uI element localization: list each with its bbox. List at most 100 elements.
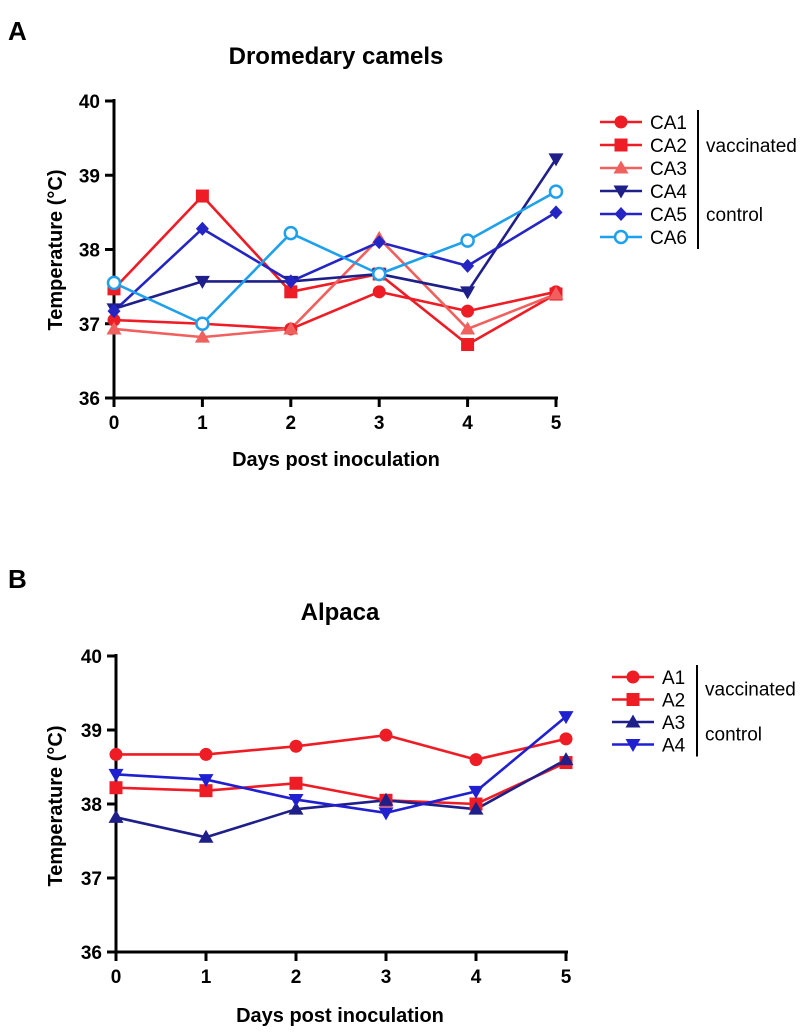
data-point-ca5 — [461, 258, 475, 273]
data-point-ca3 — [106, 321, 122, 335]
legend-label-a2: A2 — [662, 691, 685, 712]
data-point-ca5 — [284, 274, 298, 289]
data-point-ca4 — [548, 153, 564, 167]
panel-letter-a: A — [8, 16, 27, 46]
data-point-ca5 — [195, 221, 209, 236]
x-tick-label-a: 2 — [286, 413, 297, 434]
legend-marker-a4 — [625, 739, 641, 752]
chart-title-b: Alpaca — [301, 599, 380, 626]
data-point-a4 — [288, 794, 304, 808]
y-tick-label-b: 37 — [81, 869, 102, 890]
data-point-ca2 — [461, 338, 475, 352]
y-tick-label-b: 38 — [81, 795, 102, 816]
series-line-ca4 — [113, 158, 558, 311]
data-point-a1 — [289, 739, 303, 753]
legend-label-a4: A4 — [662, 736, 686, 757]
x-tick-label-a: 3 — [374, 413, 385, 434]
group-label-vaccinated-a: vaccinated — [706, 136, 797, 157]
x-tick-label-b: 3 — [381, 967, 392, 988]
group-label-control-b: control — [705, 724, 762, 745]
data-point-ca4 — [460, 286, 476, 300]
x-tick-label-b: 1 — [201, 967, 212, 988]
data-point-ca6 — [106, 275, 122, 291]
legend-marker-a1 — [626, 670, 640, 684]
y-tick-label-a: 40 — [79, 92, 100, 113]
series-line-ca3 — [113, 237, 557, 339]
data-point-ca6 — [195, 316, 210, 331]
legend-marker-a3 — [625, 714, 641, 728]
group-label-vaccinated-b: vaccinated — [705, 679, 796, 700]
y-tick-label-a: 39 — [79, 166, 100, 187]
y-tick-label-b: 36 — [81, 943, 102, 964]
y-tick-label-a: 37 — [79, 315, 100, 336]
data-point-a4 — [558, 711, 574, 725]
y-tick-label-a: 36 — [79, 389, 100, 410]
panel-a: A Dromedary camels Days post inoculation… — [8, 16, 797, 471]
legend-marker-ca3 — [613, 160, 629, 174]
legend-label-ca3: CA3 — [650, 159, 687, 180]
data-point-ca6 — [548, 184, 564, 199]
data-point-ca2 — [284, 285, 298, 299]
data-point-ca5 — [549, 205, 563, 220]
data-point-ca3 — [460, 321, 476, 335]
x-tick-label-a: 1 — [197, 413, 208, 434]
legend-label-ca1: CA1 — [650, 113, 687, 134]
data-point-a1 — [379, 728, 393, 742]
y-tick-label-b: 39 — [81, 721, 102, 742]
series-line-a3 — [115, 758, 567, 839]
data-point-ca5 — [107, 304, 121, 319]
data-point-a3 — [558, 752, 574, 766]
data-point-a1 — [469, 753, 483, 767]
data-point-ca4 — [194, 275, 210, 289]
panel-letter-b: B — [8, 564, 27, 594]
data-point-a1 — [109, 747, 123, 761]
data-point-a3 — [378, 792, 394, 806]
x-tick-label-b: 4 — [471, 967, 482, 988]
data-point-a3 — [288, 801, 304, 815]
legend-marker-ca6 — [613, 229, 629, 245]
data-point-a4 — [198, 774, 214, 788]
series-line-ca5 — [113, 211, 557, 313]
data-point-a2 — [199, 784, 213, 798]
x-tick-label-a: 5 — [551, 413, 562, 434]
y-axis-label-b: Temperature (°C) — [45, 726, 67, 887]
y-axis-label-a: Temperature (°C) — [45, 170, 67, 331]
legend-label-a3: A3 — [662, 713, 685, 734]
series-line-ca6 — [113, 190, 557, 326]
x-tick-label-b: 0 — [111, 967, 122, 988]
legend-label-ca6: CA6 — [650, 228, 687, 249]
data-point-a4 — [108, 768, 124, 782]
y-tick-label-a: 38 — [79, 241, 100, 262]
legend-marker-ca1 — [614, 115, 628, 129]
y-tick-label-b: 40 — [81, 647, 102, 668]
x-axis-label-b: Days post inoculation — [236, 1005, 444, 1027]
legend-marker-ca2 — [614, 138, 628, 152]
data-point-ca3 — [194, 329, 210, 343]
data-point-a1 — [559, 732, 573, 746]
data-point-a3 — [108, 809, 124, 823]
x-tick-label-a: 0 — [109, 413, 120, 434]
data-point-a3 — [198, 829, 214, 843]
x-tick-label-b: 5 — [561, 967, 572, 988]
data-point-a2 — [109, 781, 123, 795]
data-point-a4 — [378, 807, 394, 821]
data-point-ca1 — [461, 304, 475, 318]
data-point-ca2 — [195, 189, 209, 203]
legend-label-ca2: CA2 — [650, 136, 687, 157]
panel-b: B Alpaca Days post inoculation Temperatu… — [8, 564, 796, 1027]
data-point-ca6 — [371, 266, 387, 282]
x-axis-label-a: Days post inoculation — [232, 449, 440, 471]
series-line-ca1 — [113, 290, 557, 331]
legend-marker-ca4 — [613, 185, 629, 199]
series-line-a2 — [115, 761, 567, 806]
data-point-a4 — [468, 785, 484, 799]
legend-label-a1: A1 — [662, 668, 685, 689]
data-point-ca1 — [107, 313, 121, 327]
data-point-ca6 — [283, 225, 299, 241]
chart-title-a: Dromedary camels — [229, 43, 444, 70]
series-line-a1 — [116, 733, 567, 761]
